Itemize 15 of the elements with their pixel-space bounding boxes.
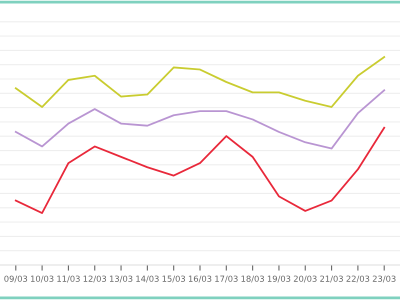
x-tick-label: 17/03 bbox=[215, 276, 238, 283]
x-tick-label: 11/03 bbox=[57, 276, 80, 283]
x-tick-label: 09/03 bbox=[4, 276, 28, 283]
x-tick-label: 12/03 bbox=[84, 276, 106, 283]
x-tick-label: 16/03 bbox=[188, 276, 212, 283]
x-tick-label: 19/03 bbox=[268, 276, 290, 283]
x-tick-label: 21/03 bbox=[320, 276, 343, 283]
x-tick-label: 20/03 bbox=[294, 276, 317, 283]
x-tick-label: 10/03 bbox=[31, 276, 54, 283]
x-tick-label: 18/03 bbox=[242, 276, 264, 283]
x-tick-label: 14/03 bbox=[136, 276, 159, 283]
x-tick-label: 23/03 bbox=[372, 276, 396, 283]
x-tick-label: 15/03 bbox=[162, 276, 186, 283]
x-tick-label: 13/03 bbox=[110, 276, 132, 283]
x-tick-label: 22/03 bbox=[346, 276, 370, 283]
